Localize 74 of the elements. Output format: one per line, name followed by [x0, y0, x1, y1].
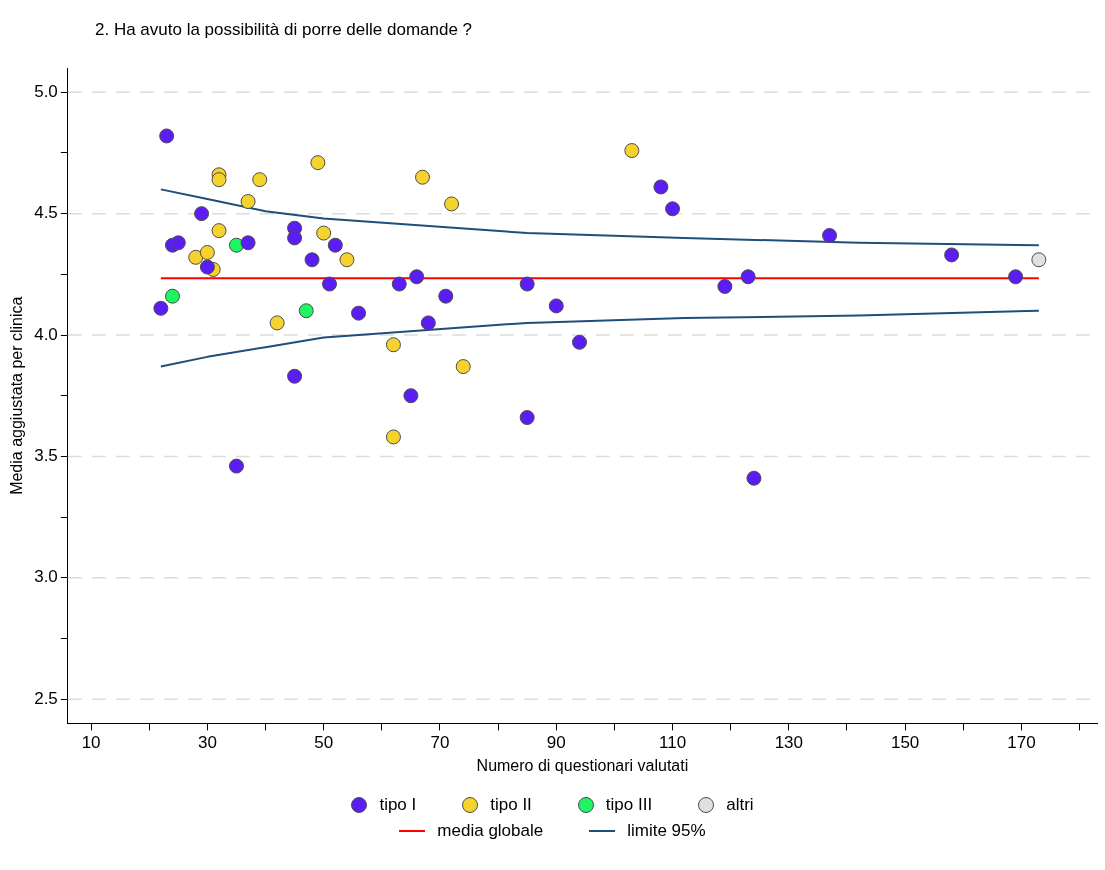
point — [153, 300, 169, 316]
y-tick-label: 3.5 — [34, 446, 58, 466]
point — [822, 227, 838, 243]
point — [385, 429, 401, 445]
point — [351, 305, 367, 321]
x-tick-label: 170 — [1007, 733, 1036, 753]
point — [211, 223, 227, 239]
point — [391, 276, 407, 292]
legend-label: altri — [726, 795, 754, 815]
point — [403, 388, 419, 404]
point — [572, 334, 588, 350]
point — [164, 288, 180, 304]
y-axis-title: Media aggiustata per clinica — [8, 296, 26, 495]
point — [228, 237, 244, 253]
point — [1031, 252, 1047, 268]
point — [199, 259, 215, 275]
point — [385, 337, 401, 353]
point — [188, 249, 204, 265]
point — [409, 269, 425, 285]
point — [252, 172, 268, 188]
point — [316, 225, 332, 241]
point — [304, 252, 320, 268]
x-tick-label: 70 — [430, 733, 450, 753]
point — [740, 269, 756, 285]
point — [624, 143, 640, 159]
point — [287, 230, 303, 246]
legend-label: limite 95% — [627, 821, 706, 841]
point — [240, 235, 256, 251]
y-tick-label: 4.5 — [34, 203, 58, 223]
point — [519, 276, 535, 292]
point — [287, 368, 303, 384]
point — [1008, 269, 1024, 285]
legend-label: tipo I — [379, 795, 417, 815]
legend-label: tipo III — [605, 795, 653, 815]
point — [944, 247, 960, 263]
point — [339, 252, 355, 268]
point — [665, 201, 681, 217]
x-tick-label: 30 — [197, 733, 217, 753]
point — [298, 303, 314, 319]
x-axis-title: Numero di questionari valutati — [476, 756, 689, 774]
x-tick-label: 10 — [81, 733, 101, 753]
y-tick-label: 5.0 — [34, 81, 58, 101]
point — [444, 196, 460, 212]
point — [240, 194, 256, 210]
point — [228, 458, 244, 474]
legend-label: media globale — [437, 821, 544, 841]
point — [438, 288, 454, 304]
x-tick-label: 90 — [546, 733, 566, 753]
point — [321, 276, 337, 292]
y-tick-label: 2.5 — [34, 688, 58, 708]
point — [327, 237, 343, 253]
point — [746, 470, 762, 486]
point — [415, 169, 431, 185]
x-tick-label: 150 — [890, 733, 920, 753]
point — [269, 315, 285, 331]
point — [548, 298, 564, 314]
point — [211, 172, 227, 188]
point — [199, 244, 215, 260]
point — [519, 410, 535, 426]
x-tick-label: 50 — [314, 733, 334, 753]
point — [310, 155, 326, 171]
y-tick-label: 3.0 — [34, 567, 58, 587]
x-tick-label: 130 — [774, 733, 804, 753]
point — [159, 128, 175, 144]
point — [194, 206, 210, 222]
point — [653, 179, 669, 195]
legend-label: tipo II — [490, 795, 532, 815]
x-tick-label: 110 — [658, 733, 687, 753]
point — [455, 359, 471, 375]
chart-title: 2. Ha avuto la possibilità di porre delle domande ? — [95, 20, 473, 40]
point — [420, 315, 436, 331]
point — [717, 278, 733, 294]
y-tick-label: 4.0 — [34, 324, 58, 344]
point — [170, 235, 186, 251]
